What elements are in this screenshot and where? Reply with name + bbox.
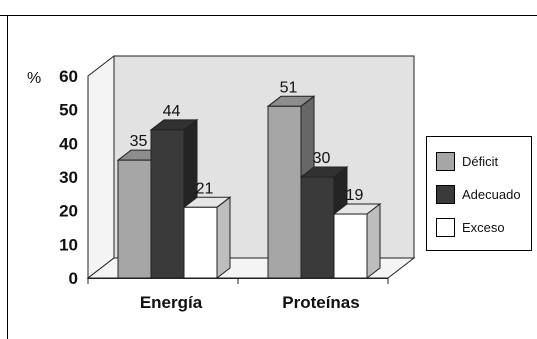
- legend: Déficit Adecuado Exceso: [426, 136, 532, 251]
- data-label: 19: [346, 187, 364, 204]
- category-labels: Energía Proteínas: [140, 293, 360, 312]
- data-label: 44: [163, 103, 181, 120]
- legend-label: Exceso: [462, 220, 505, 235]
- data-label: 35: [130, 133, 148, 150]
- y-tick-label: 20: [59, 202, 78, 221]
- bar: [117, 159, 152, 279]
- legend-label: Déficit: [462, 154, 499, 169]
- plot-side-wall: [87, 54, 115, 280]
- y-tick-labels: 0 10 20 30 40 50 60: [59, 67, 78, 288]
- y-tick-label: 10: [59, 235, 78, 254]
- y-tick-label: 40: [59, 134, 78, 153]
- y-tick-label: 50: [59, 101, 78, 120]
- category-label: Energía: [140, 293, 203, 312]
- legend-swatch: [436, 218, 455, 237]
- bar: [267, 105, 302, 279]
- legend-swatch: [436, 152, 455, 171]
- bars: [116, 95, 382, 280]
- bar-side: [216, 196, 231, 280]
- bar: [150, 129, 185, 279]
- data-label: 21: [196, 180, 214, 197]
- y-tick-label: 60: [59, 67, 78, 86]
- y-axis-unit: %: [27, 70, 41, 87]
- bar-side: [366, 203, 381, 280]
- bar: [300, 176, 335, 279]
- category-label: Proteínas: [282, 293, 359, 312]
- legend-label: Adecuado: [462, 187, 521, 202]
- legend-swatch: [436, 185, 455, 204]
- data-labels: 35 44 21 51 30 19: [130, 79, 364, 204]
- bar: [333, 213, 368, 279]
- y-tick-label: 0: [69, 269, 78, 288]
- y-tick-label: 30: [59, 168, 78, 187]
- data-label: 51: [280, 79, 298, 96]
- bar: [183, 206, 218, 279]
- data-label: 30: [313, 150, 331, 167]
